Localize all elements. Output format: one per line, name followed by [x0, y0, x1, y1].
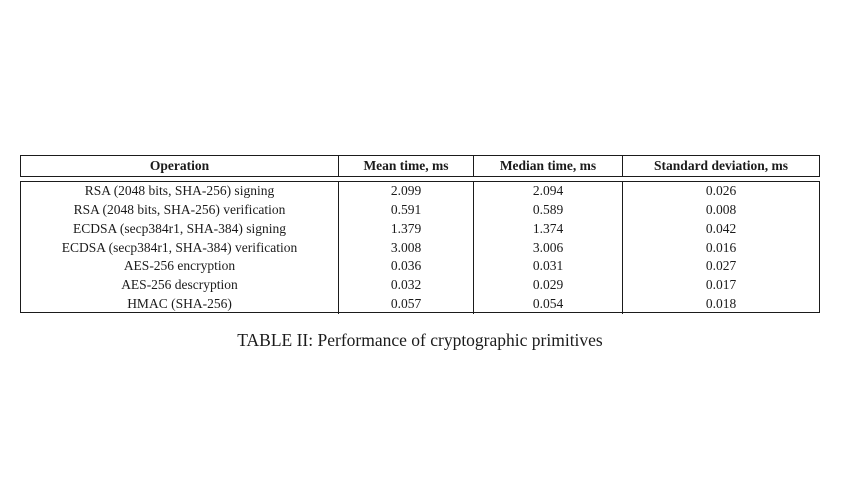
cell-median: 0.029	[474, 276, 623, 296]
cell-mean: 0.036	[339, 257, 474, 277]
cell-operation: RSA (2048 bits, SHA-256) signing	[21, 182, 339, 201]
column-header-std-deviation: Standard deviation, ms	[654, 158, 788, 173]
cell-operation: HMAC (SHA-256)	[21, 295, 339, 314]
cell-operation: AES-256 descryption	[21, 276, 339, 296]
cell-median: 3.006	[474, 238, 623, 258]
performance-table: Operation Mean time, ms Median time, ms …	[20, 155, 820, 314]
table-body: RSA (2048 bits, SHA-256) signing 2.099 2…	[20, 181, 820, 314]
cell-operation: ECDSA (secp384r1, SHA-384) signing	[21, 219, 339, 239]
cell-std: 0.017	[705, 277, 737, 293]
cell-operation: ECDSA (secp384r1, SHA-384) verification	[21, 238, 339, 258]
column-header-operation: Operation	[21, 156, 339, 176]
table-header-row: Operation Mean time, ms Median time, ms …	[20, 155, 820, 177]
cell-std: 0.026	[705, 183, 737, 198]
cell-operation: RSA (2048 bits, SHA-256) verification	[21, 200, 339, 220]
cell-median: 1.374	[474, 219, 623, 239]
cell-mean: 2.099	[339, 182, 474, 201]
cell-std: 0.018	[705, 296, 737, 312]
cell-median: 0.054	[474, 295, 623, 314]
cell-mean: 0.032	[339, 276, 474, 296]
cell-median: 2.094	[474, 182, 623, 201]
cell-std: 0.027	[705, 258, 737, 274]
cell-mean: 1.379	[339, 219, 474, 239]
cell-mean: 0.591	[339, 200, 474, 220]
cell-median: 0.589	[474, 200, 623, 220]
cell-operation: AES-256 encryption	[21, 257, 339, 277]
column-header-mean-time: Mean time, ms	[339, 156, 474, 176]
column-header-median-time: Median time, ms	[474, 156, 623, 176]
cell-mean: 3.008	[339, 238, 474, 258]
cell-mean: 0.057	[339, 295, 474, 314]
table-caption: TABLE II: Performance of cryptographic p…	[237, 330, 603, 350]
cell-std: 0.008	[705, 201, 737, 217]
cell-std: 0.016	[705, 239, 737, 255]
cell-median: 0.031	[474, 257, 623, 277]
cell-std: 0.042	[705, 220, 737, 236]
